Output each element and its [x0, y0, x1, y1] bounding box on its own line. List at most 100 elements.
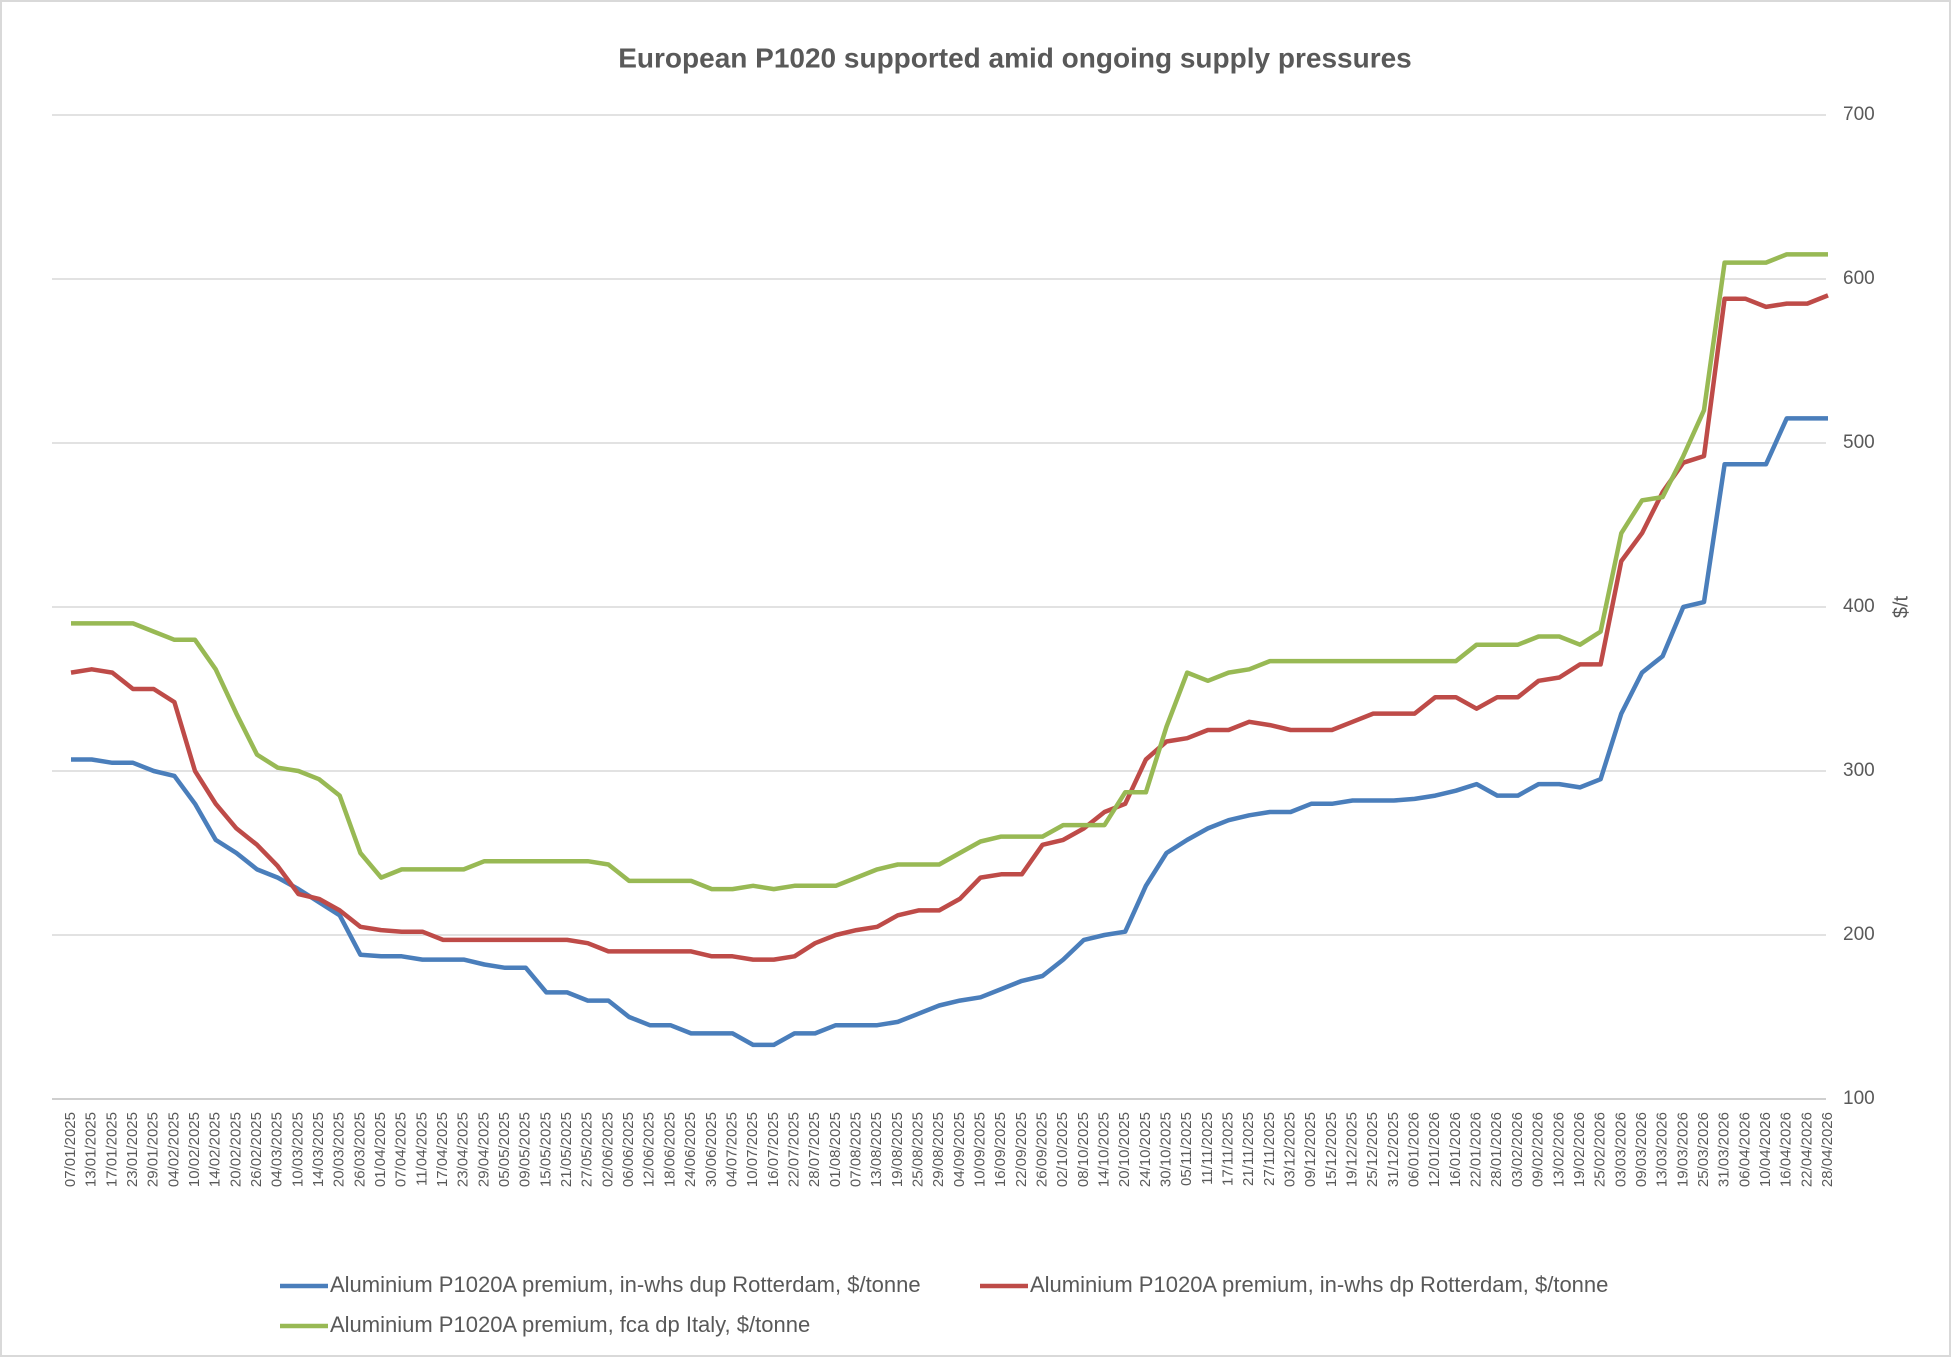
x-tick-label: 31/03/2026 — [1716, 1112, 1733, 1187]
x-tick-label: 22/07/2025 — [785, 1112, 802, 1187]
x-tick-label: 16/07/2025 — [765, 1112, 782, 1187]
x-tick-label: 13/03/2026 — [1654, 1112, 1671, 1187]
y-axis-label: $/t — [1890, 595, 1912, 618]
x-tick-label: 27/11/2025 — [1261, 1112, 1278, 1186]
x-tick-label: 21/11/2025 — [1240, 1112, 1257, 1186]
x-tick-label: 11/11/2025 — [1199, 1112, 1216, 1185]
y-tick-label: 600 — [1843, 268, 1875, 289]
x-tick-label: 16/04/2026 — [1778, 1112, 1795, 1187]
x-tick-label: 07/01/2025 — [62, 1112, 79, 1187]
x-tick-label: 09/05/2025 — [517, 1112, 534, 1187]
x-tick-label: 06/04/2026 — [1736, 1112, 1753, 1187]
x-tick-label: 19/12/2025 — [1344, 1112, 1361, 1187]
x-tick-label: 27/05/2025 — [579, 1112, 596, 1187]
legend-label: Aluminium P1020A premium, in-whs dup Rot… — [330, 1272, 921, 1297]
x-tick-label: 28/01/2026 — [1488, 1112, 1505, 1187]
x-tick-label: 15/05/2025 — [537, 1112, 554, 1187]
x-tick-label: 23/04/2025 — [455, 1112, 472, 1187]
x-tick-label: 22/04/2026 — [1798, 1112, 1815, 1187]
chart-title: European P1020 supported amid ongoing su… — [618, 42, 1412, 73]
y-tick-label: 200 — [1843, 924, 1875, 945]
x-tick-label: 04/02/2025 — [165, 1112, 182, 1187]
x-tick-label: 13/01/2025 — [83, 1112, 100, 1187]
x-tick-label: 07/04/2025 — [393, 1112, 410, 1187]
x-tick-label: 06/01/2026 — [1406, 1112, 1423, 1187]
x-tick-label: 05/11/2025 — [1178, 1112, 1195, 1186]
x-tick-label: 13/02/2026 — [1550, 1112, 1567, 1187]
x-tick-label: 16/09/2025 — [992, 1112, 1009, 1187]
x-tick-label: 31/12/2025 — [1385, 1112, 1402, 1187]
x-tick-label: 20/02/2025 — [227, 1112, 244, 1187]
x-tick-label: 30/06/2025 — [703, 1112, 720, 1187]
x-tick-label: 10/02/2025 — [186, 1112, 203, 1187]
x-tick-label: 09/02/2026 — [1530, 1112, 1547, 1187]
x-tick-label: 03/12/2025 — [1282, 1112, 1299, 1187]
x-tick-label: 22/01/2026 — [1468, 1112, 1485, 1187]
x-tick-label: 06/06/2025 — [620, 1112, 637, 1187]
x-tick-label: 30/10/2025 — [1158, 1112, 1175, 1187]
x-tick-label: 26/09/2025 — [1033, 1112, 1050, 1187]
series-line — [70, 293, 1829, 962]
x-tick-label: 01/04/2025 — [372, 1112, 389, 1187]
x-tick-label: 19/08/2025 — [889, 1112, 906, 1187]
x-tick-label: 28/07/2025 — [806, 1112, 823, 1187]
x-tick-label: 11/04/2025 — [413, 1112, 430, 1186]
y-tick-label: 700 — [1843, 104, 1875, 125]
x-tick-label: 25/03/2026 — [1695, 1112, 1712, 1187]
x-tick-label: 10/09/2025 — [971, 1112, 988, 1187]
x-tick-label: 24/10/2025 — [1137, 1112, 1154, 1187]
legend-label: Aluminium P1020A premium, fca dp Italy, … — [330, 1312, 810, 1337]
x-tick-label: 05/05/2025 — [496, 1112, 513, 1187]
x-tick-label: 04/09/2025 — [951, 1112, 968, 1187]
x-tick-label: 24/06/2025 — [682, 1112, 699, 1187]
x-tick-label: 23/01/2025 — [124, 1112, 141, 1187]
series-line — [71, 252, 1828, 892]
x-tick-label: 04/03/2025 — [269, 1112, 286, 1187]
x-tick-label: 25/08/2025 — [909, 1112, 926, 1187]
x-tick-label: 12/01/2026 — [1426, 1112, 1443, 1187]
x-tick-label: 14/03/2025 — [310, 1112, 327, 1187]
x-tick-label: 19/02/2026 — [1571, 1112, 1588, 1187]
x-tick-label: 02/06/2025 — [599, 1112, 616, 1187]
x-tick-label: 16/01/2026 — [1447, 1112, 1464, 1187]
legend-label: Aluminium P1020A premium, in-whs dp Rott… — [1030, 1272, 1608, 1297]
x-tick-label: 20/10/2025 — [1116, 1112, 1133, 1187]
x-tick-label: 29/04/2025 — [475, 1112, 492, 1187]
y-tick-label: 500 — [1843, 432, 1875, 453]
y-tick-label: 300 — [1843, 760, 1875, 781]
x-tick-label: 25/12/2025 — [1364, 1112, 1381, 1187]
x-tick-label: 25/02/2026 — [1592, 1112, 1609, 1187]
x-tick-label: 17/11/2025 — [1220, 1112, 1237, 1186]
x-tick-label: 14/02/2025 — [207, 1112, 224, 1187]
x-tick-label: 29/01/2025 — [145, 1112, 162, 1187]
x-tick-label: 09/03/2026 — [1633, 1112, 1650, 1187]
x-tick-label: 17/01/2025 — [103, 1112, 120, 1187]
x-tick-label: 01/08/2025 — [827, 1112, 844, 1187]
x-tick-label: 12/06/2025 — [641, 1112, 658, 1187]
x-tick-label: 18/06/2025 — [661, 1112, 678, 1187]
x-tick-label: 26/02/2025 — [248, 1112, 265, 1187]
x-tick-label: 15/12/2025 — [1323, 1112, 1340, 1187]
x-tick-label: 09/12/2025 — [1302, 1112, 1319, 1187]
x-tick-label: 02/10/2025 — [1054, 1112, 1071, 1187]
y-tick-label: 100 — [1843, 1088, 1875, 1109]
x-tick-label: 22/09/2025 — [1013, 1112, 1030, 1187]
x-tick-label: 10/07/2025 — [744, 1112, 761, 1187]
x-tick-label: 21/05/2025 — [558, 1112, 575, 1187]
x-tick-label: 10/03/2025 — [289, 1112, 306, 1187]
x-tick-label: 26/03/2025 — [351, 1112, 368, 1187]
x-tick-label: 03/03/2026 — [1612, 1112, 1629, 1187]
x-tick-label: 19/03/2026 — [1674, 1112, 1691, 1187]
x-tick-label: 29/08/2025 — [930, 1112, 947, 1187]
x-tick-label: 10/04/2026 — [1757, 1112, 1774, 1187]
x-tick-label: 20/03/2025 — [331, 1112, 348, 1187]
x-tick-label: 17/04/2025 — [434, 1112, 451, 1187]
y-tick-label: 400 — [1843, 596, 1875, 617]
x-tick-label: 04/07/2025 — [723, 1112, 740, 1187]
x-tick-label: 08/10/2025 — [1075, 1112, 1092, 1187]
x-tick-label: 13/08/2025 — [868, 1112, 885, 1187]
x-tick-label: 03/02/2026 — [1509, 1112, 1526, 1187]
x-tick-label: 28/04/2026 — [1819, 1112, 1836, 1187]
